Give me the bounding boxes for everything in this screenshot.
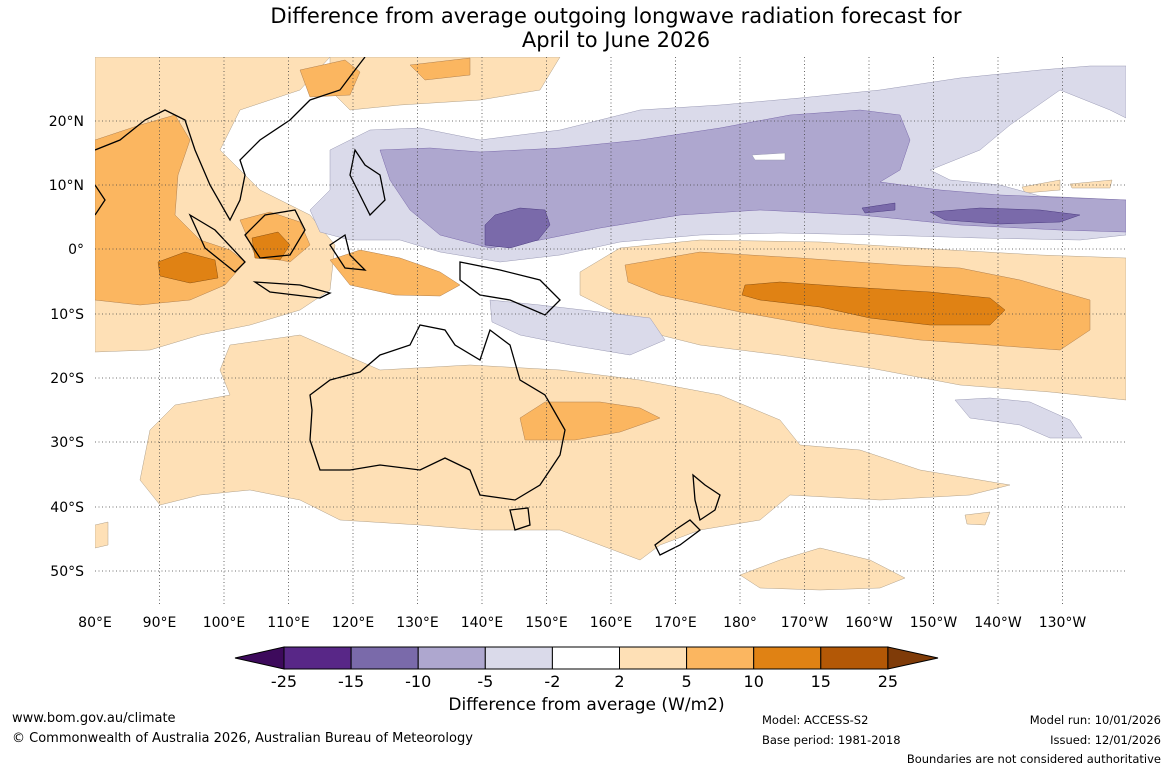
lon-tick-label: 140°W <box>974 615 1022 631</box>
lon-tick-label: 140°E <box>461 615 504 631</box>
website-url: www.bom.gov.au/climate <box>12 711 176 726</box>
lon-tick-label: 100°E <box>203 615 246 631</box>
colorbar-tick-label: -5 <box>477 672 493 691</box>
latitude-labels: 20°N 10°N 0° 10°S 20°S 30°S 40°S 50°S <box>49 114 84 580</box>
lat-tick-label: 40°S <box>50 500 84 516</box>
strong-anomaly-indian-ocean <box>157 251 219 284</box>
philippines-coast <box>349 148 386 217</box>
lat-tick-label: 0° <box>68 242 84 258</box>
negative-anomaly-coral-sea <box>489 299 666 356</box>
colorbar-segment <box>686 646 755 670</box>
colorbar-extend-low <box>234 646 285 670</box>
colorbar-tick-label: -25 <box>271 672 297 691</box>
strong-negative-anomaly-equator <box>484 207 551 249</box>
australia-coast <box>309 324 566 501</box>
model-run-date: Model run: 10/01/2026 <box>1029 713 1161 727</box>
india-sri-lanka <box>95 184 106 216</box>
lon-tick-label: 170°W <box>781 615 829 631</box>
colorbar-tick-label: 25 <box>878 672 898 691</box>
colorbar-segment <box>619 646 688 670</box>
new-guinea-coast <box>459 261 561 316</box>
colorbar-segment <box>484 646 553 670</box>
tasmania-coast <box>509 507 531 531</box>
title-line-1: Difference from average outgoing longwav… <box>270 4 962 28</box>
colorbar-tick-label: 15 <box>811 672 831 691</box>
colorbar-title: Difference from average (W/m2) <box>448 695 725 715</box>
lon-tick-label: 80°E <box>78 615 112 631</box>
colorbar-segment <box>283 646 352 670</box>
lat-tick-label: 50°S <box>50 564 84 580</box>
lon-tick-label: 180° <box>723 615 757 631</box>
positive-anomaly-patch <box>95 179 1113 549</box>
colorbar-segment <box>417 646 486 670</box>
anomaly-field <box>95 57 1126 604</box>
lon-tick-label: 120°E <box>332 615 375 631</box>
moderate-anomaly-indian-ocean <box>95 114 246 306</box>
lat-tick-label: 10°N <box>49 178 84 194</box>
model-name: Model: ACCESS-S2 <box>762 713 869 727</box>
issued-date: Issued: 12/01/2026 <box>1050 733 1161 747</box>
colorbar-tick-label: -2 <box>544 672 560 691</box>
positive-anomaly-australia <box>139 334 1011 561</box>
sulawesi-coast <box>329 233 367 271</box>
lat-tick-label: 20°N <box>49 114 84 130</box>
colorbar-tick-label: 5 <box>682 672 692 691</box>
lon-tick-label: 130°E <box>396 615 439 631</box>
longitude-labels: 80°E 90°E 100°E 110°E 120°E 130°E 140°E 150°E 16… <box>78 615 1086 631</box>
base-period: Base period: 1981-2018 <box>762 733 901 747</box>
lon-tick-label: 150°W <box>910 615 958 631</box>
java-coast <box>252 281 332 299</box>
new-zealand-north <box>692 473 721 522</box>
coastlines <box>95 57 721 556</box>
lat-tick-label: 30°S <box>50 435 84 451</box>
sumatra-coast <box>188 213 246 273</box>
lon-tick-label: 160°E <box>590 615 633 631</box>
negative-anomaly-south-pacific <box>954 397 1083 439</box>
boundary-disclaimer: Boundaries are not considered authoritat… <box>906 752 1161 766</box>
lon-tick-label: 160°W <box>845 615 893 631</box>
lon-tick-label: 130°W <box>1039 615 1087 631</box>
lon-tick-label: 170°E <box>654 615 697 631</box>
colorbar <box>234 646 939 670</box>
lat-tick-label: 20°S <box>50 371 84 387</box>
colorbar-segment <box>551 646 621 670</box>
copyright-notice: © Commonwealth of Australia 2026, Austra… <box>12 731 473 746</box>
borneo-coast <box>244 209 306 259</box>
new-zealand-south <box>654 519 701 556</box>
strong-anomaly-borneo <box>251 231 291 261</box>
colorbar-tick-label: -15 <box>338 672 364 691</box>
map-gridlines <box>95 57 1126 604</box>
colorbar-extend-high <box>887 646 939 670</box>
strong-negative-anomaly-central-pacific <box>861 202 1081 225</box>
map-title: Difference from average outgoing longwav… <box>0 4 1173 52</box>
colorbar-segment <box>350 646 419 670</box>
colorbar-tick-label: 10 <box>744 672 764 691</box>
lon-tick-label: 90°E <box>143 615 177 631</box>
colorbar-tick-label: 2 <box>614 672 624 691</box>
title-line-2: April to June 2026 <box>521 28 711 52</box>
lon-tick-label: 110°E <box>267 615 310 631</box>
lon-tick-label: 150°E <box>525 615 568 631</box>
colorbar-tick-label: -10 <box>405 672 431 691</box>
colorbar-labels: -25 -15 -10 -5 -2 2 5 10 15 25 <box>271 672 898 691</box>
asia-coast <box>95 57 366 222</box>
colorbar-segment <box>820 646 889 670</box>
positive-anomaly-south-pacific <box>739 547 906 591</box>
lat-tick-label: 10°S <box>50 307 84 323</box>
colorbar-segment <box>753 646 822 670</box>
